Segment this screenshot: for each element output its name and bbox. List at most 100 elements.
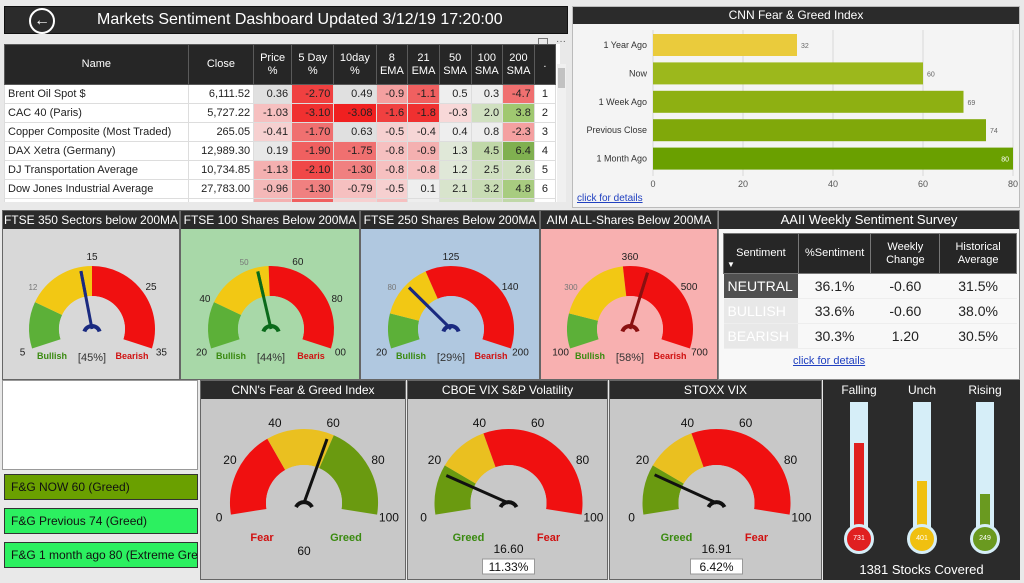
table-cell: CAC 40 (Paris) bbox=[4, 103, 189, 123]
gauge-readout-box bbox=[690, 558, 743, 575]
column-header[interactable]: . bbox=[533, 44, 557, 85]
breadth-label: Rising bbox=[968, 383, 1002, 397]
table-row[interactable]: CAC 40 (Paris) 5,727.22 -1.03 -3.10 -3.08 -1.… bbox=[4, 103, 557, 123]
gauge-segment bbox=[434, 465, 477, 515]
table-scrollbar[interactable] bbox=[557, 64, 566, 202]
gauge-hub bbox=[498, 500, 519, 509]
table-cell: 2.4 bbox=[470, 198, 504, 202]
table-cell: 6 bbox=[533, 179, 557, 199]
gauge-scale-label: 300 bbox=[564, 283, 578, 292]
gauge-scale-label: 00 bbox=[335, 348, 347, 359]
gauge-hub bbox=[82, 324, 102, 333]
table-cell: 2.6 bbox=[502, 160, 535, 180]
table-cell: -0.79 bbox=[333, 179, 377, 199]
column-header[interactable]: 5 Day % bbox=[291, 44, 335, 85]
bar[interactable] bbox=[653, 147, 1013, 170]
table-cell: -0.5 bbox=[375, 179, 409, 199]
aaii-details-link[interactable]: click for details bbox=[793, 355, 866, 367]
gauge-scale-label: 0 bbox=[628, 510, 635, 524]
bearish-label: Bearis bbox=[297, 351, 325, 361]
table-row[interactable]: Copper Composite (Most Traded) 265.05 -0.4… bbox=[4, 122, 557, 142]
bar-category-label: 1 Year Ago bbox=[603, 40, 647, 50]
gauge-segment bbox=[691, 429, 791, 515]
gauge-scale-label: 20 bbox=[223, 453, 237, 467]
gauge-value: 60 bbox=[297, 544, 311, 558]
table-cell: -0.3 bbox=[438, 103, 472, 123]
column-header[interactable]: 21 EMA bbox=[407, 44, 440, 85]
table-cell: -1.1 bbox=[407, 84, 440, 104]
aaii-col-weekly[interactable]: Weekly Change bbox=[870, 233, 941, 274]
bar[interactable] bbox=[653, 62, 923, 85]
gauge-scale-label: 100 bbox=[552, 348, 569, 359]
fg-summary-box: F&G Previous 74 (Greed) bbox=[4, 508, 198, 534]
table-row[interactable]: Brent Oil Spot $6,111.52 0.36 -2.70 0.49 -0.… bbox=[4, 84, 557, 104]
table-cell: 1.3 bbox=[438, 141, 472, 161]
column-header[interactable]: 100 SMA bbox=[470, 44, 504, 85]
gauge-scale-label: 100 bbox=[379, 510, 399, 524]
table-cell: 6.4 bbox=[502, 141, 535, 161]
x-tick-label: 0 bbox=[650, 179, 655, 189]
thermometer-fill bbox=[917, 481, 927, 530]
gauge-scale-label: 20 bbox=[428, 453, 442, 467]
gauge-percent: [44%] bbox=[257, 352, 285, 364]
scrollbar-thumb[interactable] bbox=[558, 68, 565, 88]
gauge-segment bbox=[91, 266, 155, 349]
column-header[interactable]: 200 SMA bbox=[502, 44, 535, 85]
sentiment-label: BULLISH bbox=[723, 298, 799, 324]
column-header[interactable]: Close bbox=[187, 44, 255, 85]
table-cell: 0.8 bbox=[470, 122, 504, 142]
bar[interactable] bbox=[653, 119, 986, 142]
cnn-bar-title: CNN Fear & Greed Index bbox=[573, 7, 1019, 24]
more-options-icon[interactable]: ··· bbox=[556, 36, 566, 47]
aaii-cell: 33.6% bbox=[798, 298, 871, 324]
table-cell: -2.10 bbox=[291, 160, 335, 180]
table-cell: -0.8 bbox=[375, 160, 409, 180]
gauge-hub bbox=[706, 500, 727, 509]
back-arrow-icon[interactable]: ← bbox=[29, 8, 55, 34]
column-header[interactable]: Price % bbox=[253, 44, 293, 85]
table-row[interactable]: FTSE Russell 2000 US Small Cap6,600.50-1… bbox=[4, 198, 557, 202]
aaii-col-hist[interactable]: Historical Average bbox=[939, 233, 1017, 274]
gauge-scale-label: 100 bbox=[583, 510, 603, 524]
column-header[interactable]: 50 SMA bbox=[438, 44, 472, 85]
fear-greed-gauge: CNN's Fear & Greed Index 0 20 40 60 80 100 Fear… bbox=[200, 380, 406, 580]
gauge-scale-label: 50 bbox=[240, 258, 249, 267]
table-cell: 0.5 bbox=[438, 84, 472, 104]
table-cell: 0.63 bbox=[333, 122, 377, 142]
column-header[interactable]: 8 EMA bbox=[375, 44, 409, 85]
gauge-segment bbox=[567, 313, 599, 349]
gauge-percent: [45%] bbox=[78, 352, 106, 364]
table-cell: -1.6 bbox=[375, 103, 409, 123]
gauge-scale-label: 60 bbox=[292, 257, 304, 268]
gauge-chart: 0 20 40 60 80 100 Greed Fear 16.60 11.33% bbox=[420, 416, 604, 575]
gauge-scale-label: 25 bbox=[145, 282, 157, 293]
bar-category-label: Previous Close bbox=[586, 125, 647, 135]
table-cell: -0.9 bbox=[407, 141, 440, 161]
gauge-scale-label: 60 bbox=[326, 416, 340, 430]
aaii-col-pct[interactable]: %Sentiment bbox=[797, 233, 872, 274]
bullish-label: Bullish bbox=[37, 351, 67, 361]
bar-value-label: 60 bbox=[927, 71, 935, 78]
column-header[interactable]: 10day % bbox=[333, 44, 377, 85]
cnn-details-link[interactable]: click for details bbox=[577, 193, 643, 204]
market-table: Name Close Price % 5 Day % 10day % 8 EMA 21 EM… bbox=[4, 44, 557, 202]
table-cell: 4.8 bbox=[502, 179, 535, 199]
column-header[interactable]: Name bbox=[4, 44, 189, 85]
gauge-segment bbox=[213, 266, 271, 316]
sort-down-icon[interactable]: ▼ bbox=[727, 260, 735, 269]
bar[interactable] bbox=[653, 34, 797, 56]
fear-label: Fear bbox=[250, 532, 274, 544]
aaii-col-sentiment[interactable]: Sentiment ▼ bbox=[723, 233, 799, 274]
fg-summary-box: F&G NOW 60 (Greed) bbox=[4, 474, 198, 500]
gauge-scale-label: 125 bbox=[443, 252, 460, 263]
table-cell: -1.10 bbox=[253, 198, 293, 202]
bearish-label: Bearish bbox=[474, 351, 507, 361]
table-row[interactable]: DJ Transportation Average 10,734.85 -1.13-… bbox=[4, 160, 557, 180]
blank-panel bbox=[2, 380, 198, 470]
bar[interactable] bbox=[653, 90, 964, 113]
gauge-scale-label: 80 bbox=[331, 294, 343, 305]
table-row[interactable]: DAX Xetra (Germany) 12,989.30 0.19 -1.90 -1.… bbox=[4, 141, 557, 161]
fear-greed-gauge: CBOE VIX S&P Volatility 0 20 40 60 80 100 Greed… bbox=[407, 380, 608, 580]
table-row[interactable]: Dow Jones Industrial Average 27,783.00 -0.… bbox=[4, 179, 557, 199]
gauge-readout: 6.42% bbox=[699, 560, 733, 574]
